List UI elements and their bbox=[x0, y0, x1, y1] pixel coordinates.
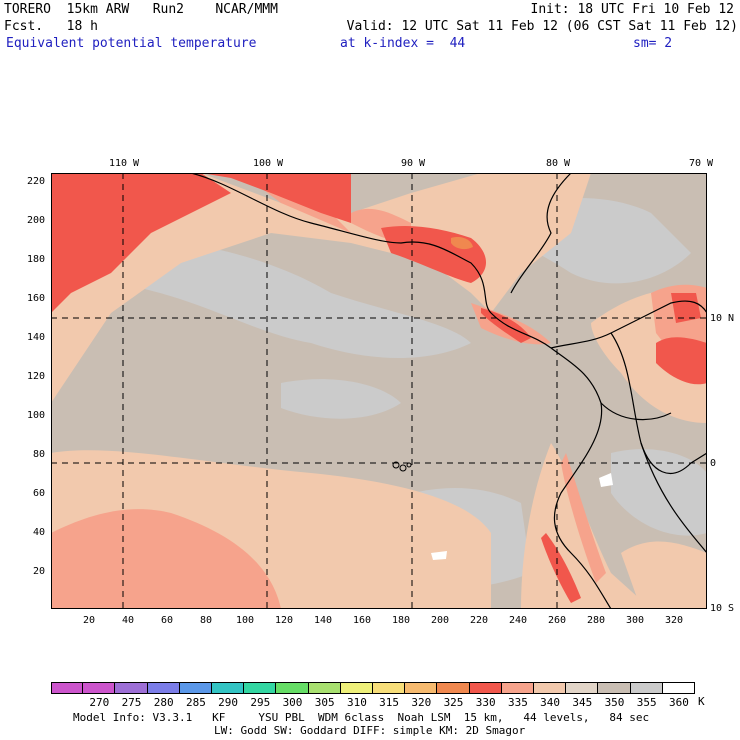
colorbar-cell bbox=[115, 682, 148, 694]
x-tick: 140 bbox=[313, 615, 333, 626]
x-tick: 240 bbox=[508, 615, 528, 626]
galapagos-islands bbox=[392, 461, 412, 472]
x-tick: 100 bbox=[235, 615, 255, 626]
field-name: Equivalent potential temperature bbox=[6, 36, 257, 51]
colorbar-label: 290 bbox=[218, 696, 239, 709]
y-tick: 20 bbox=[32, 566, 45, 577]
coastlines bbox=[190, 173, 707, 609]
colorbar-label: 275 bbox=[121, 696, 142, 709]
y-tick: 60 bbox=[32, 488, 45, 499]
x-tick: 120 bbox=[274, 615, 294, 626]
colorbar-cell bbox=[179, 682, 212, 694]
x-tick: 300 bbox=[625, 615, 645, 626]
colorbar-cell bbox=[630, 682, 663, 694]
colorbar-label: 300 bbox=[282, 696, 303, 709]
x-tick: 260 bbox=[547, 615, 567, 626]
colorbar-cell bbox=[469, 682, 502, 694]
colorbar-label: 310 bbox=[346, 696, 367, 709]
colorbar-label: 350 bbox=[604, 696, 625, 709]
field-330-regions bbox=[51, 173, 707, 603]
colorbar-label: 325 bbox=[443, 696, 464, 709]
lat-label-0: 0 bbox=[710, 458, 717, 469]
level-label: at k-index = 44 bbox=[340, 36, 466, 51]
colorbar-cell bbox=[501, 682, 534, 694]
smoothing-label: sm= 2 bbox=[633, 36, 673, 51]
x-tick: 20 bbox=[82, 615, 96, 626]
x-tick: 220 bbox=[469, 615, 489, 626]
valid-time: Valid: 12 UTC Sat 11 Feb 12 (06 CST Sat … bbox=[346, 19, 738, 34]
colorbar bbox=[51, 682, 695, 694]
colorbar-cell bbox=[405, 682, 438, 694]
colorbar-label: 355 bbox=[636, 696, 657, 709]
colorbar-label: 315 bbox=[379, 696, 400, 709]
y-tick: 100 bbox=[26, 410, 45, 421]
x-tick: 160 bbox=[352, 615, 372, 626]
colorbar-cell bbox=[598, 682, 631, 694]
colorbar-cell bbox=[437, 682, 470, 694]
lat-label-10s: 10 S bbox=[710, 603, 735, 614]
lon-label-100w: 100 W bbox=[252, 158, 284, 169]
colorbar-cell bbox=[308, 682, 341, 694]
physics-info: LW: Godd SW: Goddard DIFF: simple KM: 2D… bbox=[214, 724, 526, 737]
colorbar-label: 330 bbox=[475, 696, 496, 709]
y-tick: 180 bbox=[26, 254, 45, 265]
x-tick: 80 bbox=[199, 615, 213, 626]
init-time: Init: 18 UTC Fri 10 Feb 12 bbox=[530, 2, 735, 17]
model-info: Model Info: V3.3.1 KF YSU PBL WDM 6class… bbox=[73, 711, 650, 724]
colorbar-cell bbox=[534, 682, 567, 694]
y-tick: 200 bbox=[26, 215, 45, 226]
field-325-spot bbox=[451, 237, 473, 250]
colorbar-label: 345 bbox=[572, 696, 593, 709]
colorbar-cell bbox=[566, 682, 599, 694]
colorbar-cell bbox=[373, 682, 406, 694]
model-title: TORERO 15km ARW Run2 NCAR/MMM bbox=[4, 2, 278, 17]
colorbar-cell bbox=[51, 682, 84, 694]
lat-lon-grid bbox=[51, 173, 707, 609]
lat-label-10n: 10 N bbox=[710, 313, 735, 324]
x-tick: 180 bbox=[391, 615, 411, 626]
colorbar-cell bbox=[276, 682, 309, 694]
y-tick: 220 bbox=[26, 176, 45, 187]
colorbar-cell bbox=[340, 682, 373, 694]
colorbar-cell bbox=[212, 682, 245, 694]
colorbar-label: 340 bbox=[540, 696, 561, 709]
y-tick: 160 bbox=[26, 293, 45, 304]
colorbar-label: 360 bbox=[668, 696, 689, 709]
colorbar-label: 295 bbox=[250, 696, 271, 709]
y-tick: 80 bbox=[32, 449, 45, 460]
map-panel bbox=[51, 173, 707, 609]
forecast-hour: Fcst. 18 h bbox=[4, 19, 98, 34]
colorbar-label: 335 bbox=[507, 696, 528, 709]
y-tick: 40 bbox=[32, 527, 45, 538]
colorbar-label: 270 bbox=[89, 696, 110, 709]
colorbar-cell bbox=[662, 682, 695, 694]
map-frame bbox=[51, 173, 707, 609]
colorbar-unit: K bbox=[698, 695, 705, 708]
colorbar-label: 320 bbox=[411, 696, 432, 709]
x-tick: 280 bbox=[586, 615, 606, 626]
colorbar-cell bbox=[83, 682, 116, 694]
lon-label-110w: 110 W bbox=[108, 158, 140, 169]
lon-label-80w: 80 W bbox=[545, 158, 571, 169]
colorbar-label: 280 bbox=[153, 696, 174, 709]
x-tick: 60 bbox=[160, 615, 174, 626]
colorbar-label: 305 bbox=[314, 696, 335, 709]
field-360-spots bbox=[431, 473, 613, 560]
y-tick: 140 bbox=[26, 332, 45, 343]
colorbar-label: 285 bbox=[185, 696, 206, 709]
colorbar-cell bbox=[244, 682, 277, 694]
x-tick: 200 bbox=[430, 615, 450, 626]
x-tick: 320 bbox=[664, 615, 684, 626]
y-tick: 120 bbox=[26, 371, 45, 382]
lon-label-90w: 90 W bbox=[400, 158, 426, 169]
x-tick: 40 bbox=[121, 615, 135, 626]
lon-label-70w: 70 W bbox=[688, 158, 714, 169]
colorbar-cell bbox=[147, 682, 180, 694]
